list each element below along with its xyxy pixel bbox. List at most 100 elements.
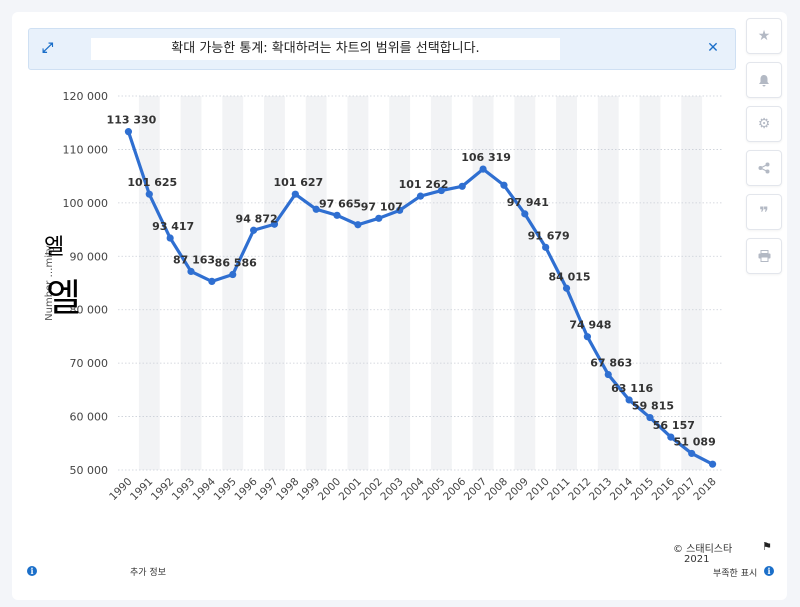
x-tick-label: 2005 — [420, 476, 447, 503]
y-tick-label: 100 000 — [63, 197, 109, 210]
print-icon[interactable] — [746, 238, 782, 274]
x-tick-label: 1994 — [191, 475, 219, 503]
copyright-text[interactable]: © 스태티스타 — [673, 544, 733, 555]
x-tick-label: 1996 — [232, 475, 260, 503]
data-point — [625, 396, 633, 404]
show-source-link[interactable]: 부족한 표시 — [713, 569, 758, 579]
x-tick-label: 2012 — [566, 476, 593, 503]
column-band — [556, 96, 577, 470]
column-band — [264, 96, 285, 470]
x-tick-label: 2000 — [316, 476, 343, 503]
y-tick-label: 70 000 — [70, 357, 109, 370]
data-point — [521, 210, 529, 218]
data-point — [270, 220, 279, 228]
info-icon-left[interactable]: i — [27, 566, 37, 576]
column-band — [514, 96, 536, 470]
data-point — [562, 284, 571, 292]
x-tick-label: 1999 — [295, 476, 322, 503]
x-tick-label: 2010 — [524, 476, 551, 503]
y-tick-label: 60 000 — [70, 411, 109, 424]
close-icon[interactable]: ✕ — [707, 40, 719, 56]
info-icon-right[interactable]: i — [764, 566, 774, 576]
x-tick-label: 1995 — [211, 476, 238, 503]
column-band — [138, 96, 160, 470]
column-band — [305, 96, 327, 470]
data-point — [667, 433, 675, 441]
x-tick-label: 2007 — [462, 476, 489, 503]
x-tick-label: 2002 — [358, 476, 385, 503]
y-axis-title: Number …mity — [44, 245, 55, 321]
data-label: 87 163 — [173, 253, 215, 266]
x-tick-label: 2014 — [608, 475, 636, 503]
x-tick-label: 2004 — [399, 475, 427, 503]
data-label: 94 872 — [236, 212, 278, 225]
x-tick-label: 1998 — [274, 476, 301, 503]
data-point — [354, 221, 362, 229]
data-label: 84 015 — [548, 270, 590, 283]
column-band — [597, 96, 619, 470]
data-label: 67 863 — [590, 357, 632, 370]
y-tick-label: 90 000 — [70, 250, 109, 263]
data-label: 59 815 — [632, 400, 674, 413]
bell-icon[interactable] — [746, 62, 782, 98]
data-point — [208, 277, 216, 285]
data-label: 97 665 — [319, 197, 361, 210]
column-band — [681, 96, 703, 470]
expand-icon[interactable]: ⤢ — [42, 40, 54, 56]
data-point — [250, 226, 258, 234]
column-band — [639, 96, 661, 470]
data-point — [479, 165, 487, 173]
star-icon[interactable]: ★ — [746, 18, 782, 54]
x-tick-label: 1993 — [170, 476, 197, 503]
data-label: 97 941 — [507, 196, 549, 209]
column-band — [347, 96, 369, 470]
x-tick-label: 2001 — [337, 476, 364, 503]
data-point — [333, 211, 341, 219]
data-label: 113 330 — [107, 114, 157, 127]
x-tick-label: 2017 — [670, 476, 697, 503]
overlay-glyph-small: 엘 — [44, 235, 65, 260]
x-tick-label: 2015 — [629, 476, 656, 503]
gear-icon[interactable]: ⚙ — [746, 106, 782, 142]
data-point — [124, 128, 133, 136]
data-point — [688, 449, 696, 458]
quote-icon[interactable]: ❞ — [746, 194, 782, 230]
data-label: 63 116 — [611, 382, 653, 395]
data-label: 91 679 — [528, 229, 570, 242]
data-point — [646, 413, 654, 422]
zoom-banner: ⤢ 확대 가능한 통계: 확대하려는 차트의 범위를 선택합니다. ✕ — [28, 28, 736, 70]
data-point — [145, 190, 153, 198]
data-point — [604, 370, 612, 379]
y-tick-label: 120 000 — [63, 90, 109, 103]
data-point — [291, 190, 299, 198]
x-tick-label: 2003 — [378, 476, 405, 503]
data-label: 51 089 — [674, 435, 716, 448]
data-label: 74 948 — [569, 319, 611, 332]
column-band — [472, 96, 494, 470]
data-label: 86 586 — [215, 257, 257, 270]
overlay-glyph-big: 엘 — [46, 276, 81, 320]
data-point — [542, 243, 550, 251]
zoom-banner-message: 확대 가능한 통계: 확대하려는 차트의 범위를 선택합니다. — [91, 38, 560, 60]
flag-icon[interactable]: ⚑ — [762, 540, 772, 553]
data-label: 101 627 — [273, 176, 323, 189]
data-point — [458, 182, 466, 190]
x-tick-label: 2018 — [691, 476, 718, 503]
column-band — [430, 96, 452, 470]
side-toolbar: ★ ⚙ ❞ — [746, 18, 782, 282]
data-point — [187, 267, 195, 276]
data-point — [229, 270, 237, 279]
data-point — [500, 181, 508, 189]
column-band — [389, 96, 411, 470]
data-label: 101 262 — [399, 178, 449, 191]
x-tick-label: 1997 — [253, 476, 280, 503]
x-tick-label: 2009 — [504, 476, 531, 503]
x-tick-label: 1992 — [149, 476, 176, 503]
column-band — [222, 96, 244, 470]
column-band — [180, 96, 202, 470]
data-point — [416, 192, 425, 200]
x-tick-label: 1990 — [107, 476, 134, 503]
more-info-link[interactable]: 추가 정보 — [130, 568, 166, 578]
data-label: 97 107 — [361, 200, 403, 213]
share-icon[interactable] — [746, 150, 782, 186]
